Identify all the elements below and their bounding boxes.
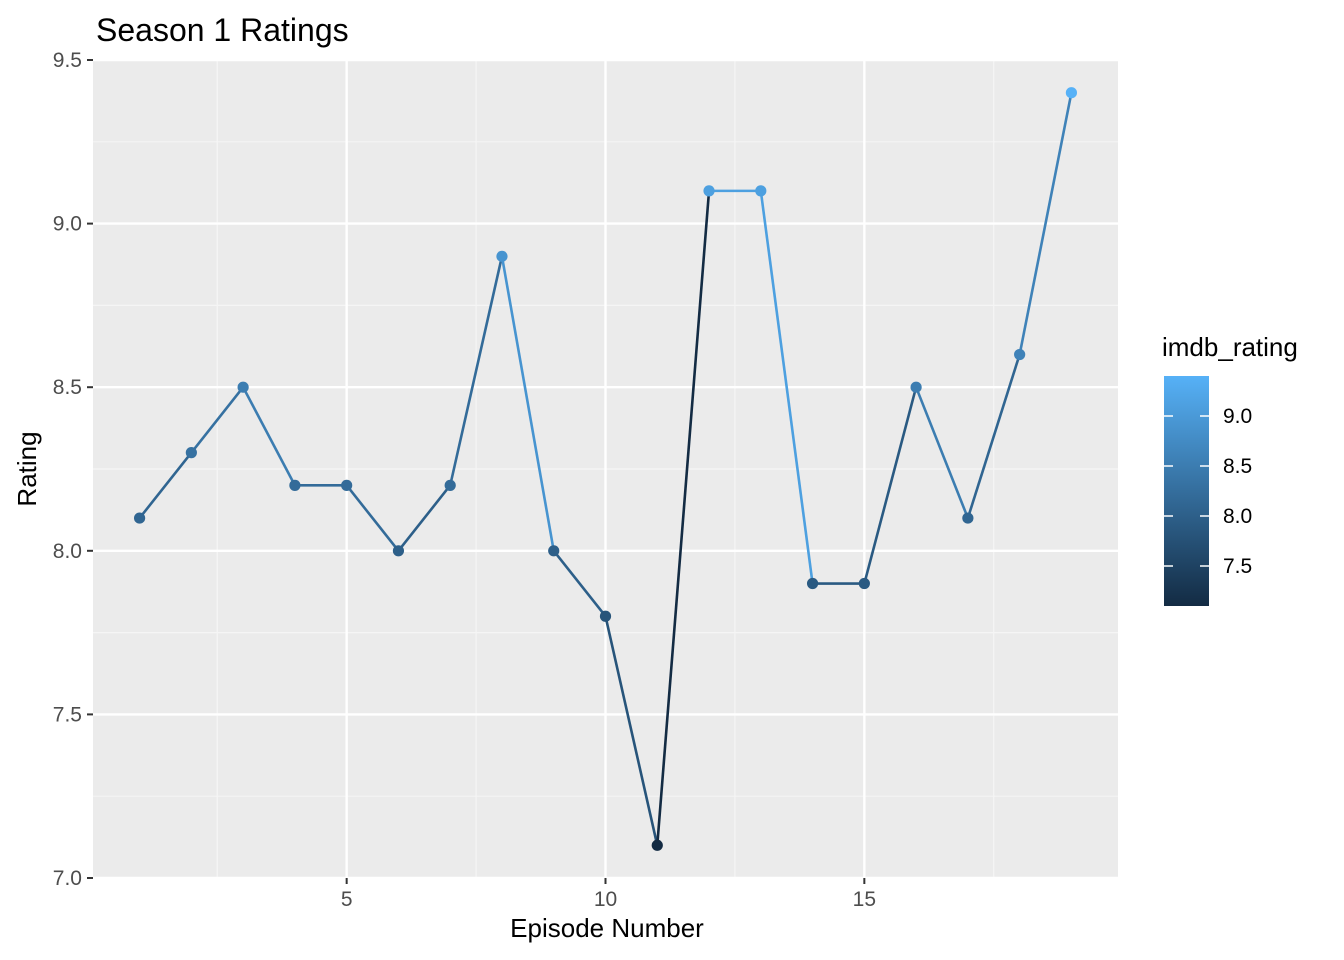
grid [93, 58, 1118, 880]
legend-ticks: 7.5 8.0 8.5 9.0 [1164, 405, 1252, 578]
y-tick-label: 8.0 [53, 540, 82, 563]
data-point [496, 250, 508, 262]
data-point [599, 610, 612, 622]
series-line-segment [448, 256, 504, 486]
y-tick-label: 8.5 [53, 376, 82, 399]
series-line-segment [241, 386, 297, 486]
data-point [341, 479, 353, 491]
y-tick-label: 9.0 [53, 213, 82, 236]
data-point [910, 381, 922, 393]
series-line-segment [138, 451, 193, 519]
series-line-segment [863, 386, 918, 584]
legend-colorbar [1164, 376, 1209, 606]
x-tick-label: 15 [853, 888, 876, 911]
series-line-segment [966, 354, 1021, 519]
y-tick-label: 7.5 [53, 703, 82, 726]
data-point [806, 577, 819, 590]
data-point [1065, 87, 1078, 99]
data-point [651, 839, 663, 851]
data-point [1014, 348, 1026, 361]
series-line-segment [655, 190, 711, 846]
legend-tick-label: 8.5 [1223, 455, 1252, 478]
data-point [755, 185, 767, 197]
series-line-segment [759, 190, 814, 584]
data-point [237, 381, 249, 393]
legend-tick-label: 9.0 [1223, 405, 1252, 428]
data-point [858, 577, 870, 590]
data-point [289, 479, 301, 491]
y-tick-label: 9.5 [53, 49, 82, 72]
series-line-segment [914, 386, 970, 519]
series-line-segment [604, 615, 659, 846]
legend-tick-label: 8.0 [1223, 505, 1252, 528]
legend: imdb_rating 7.5 8.0 8.5 9.0 [1162, 332, 1298, 606]
legend-tick-label: 7.5 [1223, 555, 1252, 578]
data-point [962, 512, 974, 524]
y-axis-title: Rating [12, 431, 42, 506]
series-line-segment [1018, 92, 1073, 355]
series-line-segment [500, 256, 556, 552]
series-line-segment [397, 484, 452, 552]
series-line [138, 92, 1073, 846]
series-points [133, 87, 1078, 851]
data-point [185, 447, 197, 459]
axis-ticks: 5 10 15 7.0 7.5 8.0 8.5 9.0 9.5 [53, 49, 876, 911]
series-line-segment [345, 484, 400, 552]
data-point [392, 545, 405, 557]
data-point [703, 185, 715, 197]
series-line-segment [552, 549, 607, 618]
x-axis-title: Episode Number [510, 913, 704, 943]
data-point [444, 479, 456, 491]
x-tick-label: 5 [341, 888, 353, 911]
legend-title: imdb_rating [1162, 332, 1298, 362]
data-point [548, 545, 560, 557]
series-line-segment [190, 386, 245, 454]
y-tick-label: 7.0 [53, 867, 82, 890]
chart-title: Season 1 Ratings [96, 12, 349, 48]
x-tick-label: 10 [594, 888, 617, 911]
data-point [133, 512, 146, 524]
